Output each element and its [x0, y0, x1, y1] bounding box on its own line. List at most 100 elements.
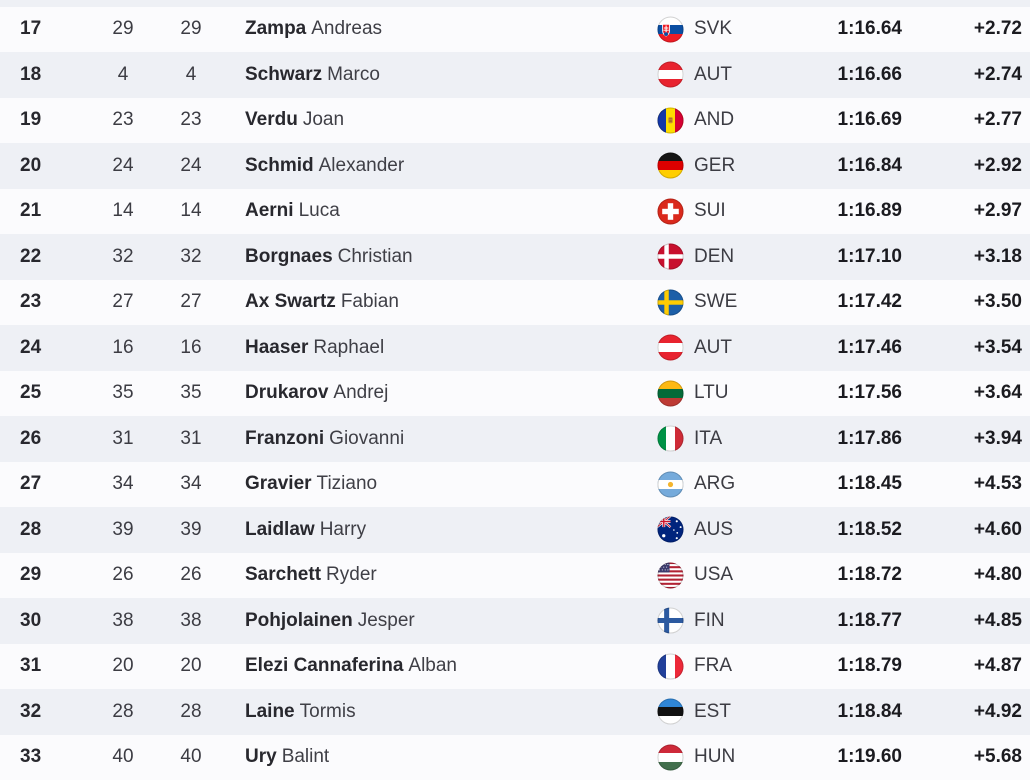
- finish-time: 1:16.89: [837, 200, 902, 222]
- athlete-name[interactable]: Aerni Luca: [231, 200, 657, 222]
- athlete-name[interactable]: Elezi Cannaferina Alban: [231, 655, 657, 677]
- athlete-last-name: Ax Swartz: [245, 291, 336, 313]
- rank: 23: [20, 291, 42, 313]
- finish-time: 1:18.52: [837, 518, 902, 540]
- athlete-last-name: Franzoni: [245, 427, 325, 449]
- rank: 32: [20, 700, 42, 722]
- athlete-last-name: Aerni: [245, 200, 294, 222]
- result-row-rank-31[interactable]: 31 20 20 Elezi Cannaferina Alban FRA 1:18…: [0, 643, 1030, 689]
- athlete-name[interactable]: Zampa Andreas: [231, 18, 657, 40]
- result-row-rank-23[interactable]: 23 27 27 Ax Swartz Fabian SWE 1:17.42 +3.…: [0, 279, 1030, 325]
- athlete-name[interactable]: Schwarz Marco: [231, 64, 657, 86]
- athlete-last-name: Verdu: [245, 109, 298, 131]
- athlete-first-name: Christian: [337, 245, 413, 267]
- finish-time: 1:16.64: [837, 18, 902, 40]
- result-row-rank-20[interactable]: 20 24 24 Schmid Alexander GER 1:16.84 +2.…: [0, 143, 1030, 189]
- athlete-last-name: Schmid: [245, 154, 314, 176]
- athlete-name[interactable]: Verdu Joan: [231, 109, 657, 131]
- start-number: 14: [180, 200, 202, 222]
- athlete-last-name: Haaser: [245, 336, 309, 358]
- bib-number: 27: [112, 291, 134, 313]
- finish-time: 1:19.60: [837, 746, 902, 768]
- result-row-rank-30[interactable]: 30 38 38 Pohjolainen Jesper FIN 1:18.77 +…: [0, 598, 1030, 644]
- country-code: SVK: [694, 18, 733, 40]
- result-row-rank-18[interactable]: 18 4 4 Schwarz Marco AUT 1:16.66 +2.74: [0, 52, 1030, 98]
- time-gap: +3.94: [973, 427, 1022, 449]
- bib-number: 32: [112, 245, 134, 267]
- previous-row-partial: [0, 0, 1030, 7]
- time-gap: +3.64: [973, 382, 1022, 404]
- finish-time: 1:17.56: [837, 382, 902, 404]
- athlete-name[interactable]: Haaser Raphael: [231, 337, 657, 359]
- finish-time: 1:17.86: [837, 427, 902, 449]
- athlete-name[interactable]: Ury Balint: [231, 746, 657, 768]
- bib-number: 16: [112, 336, 134, 358]
- athlete-name[interactable]: Laidlaw Harry: [231, 519, 657, 541]
- athlete-name[interactable]: Gravier Tiziano: [231, 473, 657, 495]
- start-number: 26: [180, 564, 202, 586]
- result-row-rank-17[interactable]: 17 29 29 Zampa Andreas SVK 1:16.64 +2.72: [0, 6, 1030, 52]
- bib-number: 20: [112, 655, 134, 677]
- country-code: AND: [694, 109, 735, 131]
- athlete-last-name: Ury: [245, 746, 277, 768]
- rank: 33: [20, 746, 42, 768]
- nationality: LTU: [657, 380, 790, 407]
- rank: 21: [20, 200, 42, 222]
- flag-svk-icon: [657, 16, 684, 43]
- result-row-rank-33[interactable]: 33 40 40 Ury Balint HUN 1:19.60 +5.68: [0, 734, 1030, 780]
- athlete-name[interactable]: Franzoni Giovanni: [231, 428, 657, 450]
- athlete-name[interactable]: Borgnaes Christian: [231, 246, 657, 268]
- athlete-first-name: Balint: [281, 746, 330, 768]
- rank: 17: [20, 18, 42, 40]
- result-row-rank-26[interactable]: 26 31 31 Franzoni Giovanni ITA 1:17.86 +3…: [0, 416, 1030, 462]
- result-row-rank-19[interactable]: 19 23 23 Verdu Joan AND 1:16.69 +2.77: [0, 97, 1030, 143]
- result-row-rank-32[interactable]: 32 28 28 Laine Tormis EST 1:18.84 +4.92: [0, 689, 1030, 735]
- rank: 28: [20, 518, 42, 540]
- country-code: AUT: [694, 336, 732, 358]
- result-row-rank-22[interactable]: 22 32 32 Borgnaes Christian DEN 1:17.10 +…: [0, 234, 1030, 280]
- athlete-name[interactable]: Laine Tormis: [231, 701, 657, 723]
- nationality: ARG: [657, 471, 790, 498]
- athlete-name[interactable]: Ax Swartz Fabian: [231, 291, 657, 313]
- flag-ita-icon: [657, 425, 684, 452]
- nationality: SUI: [657, 198, 790, 225]
- athlete-last-name: Sarchett: [245, 564, 322, 586]
- athlete-last-name: Borgnaes: [245, 245, 333, 267]
- result-row-rank-24[interactable]: 24 16 16 Haaser Raphael AUT 1:17.46 +3.54: [0, 325, 1030, 371]
- athlete-last-name: Elezi Cannaferina: [245, 655, 404, 677]
- country-code: FIN: [694, 609, 725, 631]
- athlete-last-name: Gravier: [245, 473, 312, 495]
- finish-time: 1:18.84: [837, 700, 902, 722]
- time-gap: +4.85: [973, 609, 1022, 631]
- bib-number: 31: [112, 427, 134, 449]
- athlete-name[interactable]: Pohjolainen Jesper: [231, 610, 657, 632]
- time-gap: +4.87: [973, 655, 1022, 677]
- athlete-last-name: Zampa: [245, 18, 307, 40]
- results-rows: 17 29 29 Zampa Andreas SVK 1:16.64 +2.72 …: [0, 6, 1030, 780]
- athlete-name[interactable]: Schmid Alexander: [231, 155, 657, 177]
- rank: 26: [20, 427, 42, 449]
- athlete-first-name: Fabian: [340, 291, 399, 313]
- athlete-first-name: Giovanni: [329, 427, 405, 449]
- country-code: DEN: [694, 245, 735, 267]
- result-row-rank-25[interactable]: 25 35 35 Drukarov Andrej LTU 1:17.56 +3.6…: [0, 370, 1030, 416]
- finish-time: 1:16.69: [837, 109, 902, 131]
- start-number: 27: [180, 291, 202, 313]
- finish-time: 1:18.72: [837, 564, 902, 586]
- result-row-rank-28[interactable]: 28 39 39 Laidlaw Harry AUS 1:18.52 +4.60: [0, 507, 1030, 553]
- athlete-first-name: Andreas: [311, 18, 383, 40]
- start-number: 34: [180, 473, 202, 495]
- result-row-rank-29[interactable]: 29 26 26 Sarchett Ryder USA 1:18.72 +4.80: [0, 552, 1030, 598]
- athlete-last-name: Drukarov: [245, 382, 329, 404]
- nationality: AUS: [657, 516, 790, 543]
- athlete-first-name: Tiziano: [316, 473, 378, 495]
- nationality: EST: [657, 698, 790, 725]
- nationality: AND: [657, 107, 790, 134]
- time-gap: +4.92: [973, 700, 1022, 722]
- athlete-name[interactable]: Sarchett Ryder: [231, 564, 657, 586]
- rank: 20: [20, 154, 42, 176]
- result-row-rank-27[interactable]: 27 34 34 Gravier Tiziano ARG 1:18.45 +4.5…: [0, 461, 1030, 507]
- athlete-name[interactable]: Drukarov Andrej: [231, 382, 657, 404]
- start-number: 35: [180, 382, 202, 404]
- result-row-rank-21[interactable]: 21 14 14 Aerni Luca SUI 1:16.89 +2.97: [0, 188, 1030, 234]
